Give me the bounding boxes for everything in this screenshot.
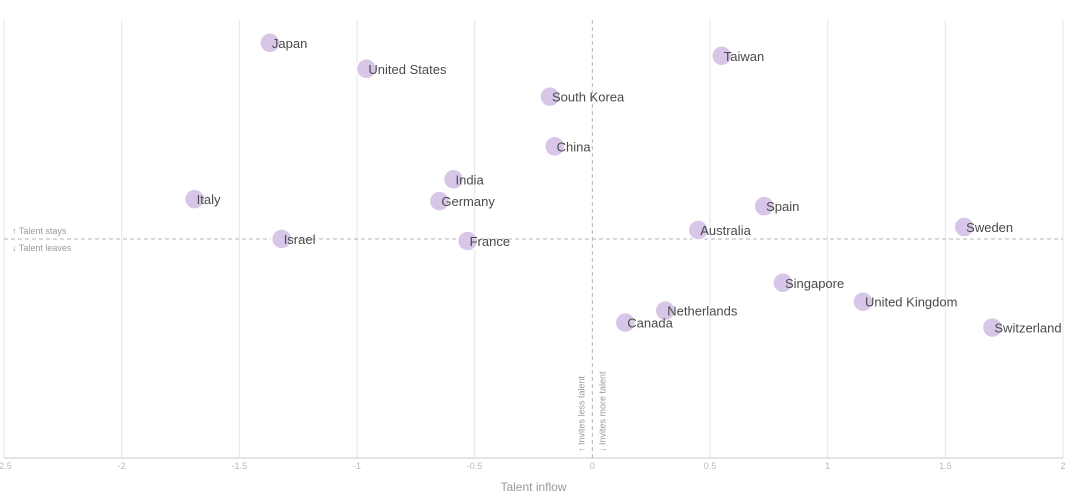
x-tick-label: 2 [1060,461,1065,471]
point-label: Israel [284,232,316,247]
x-tick-label: -0.5 [467,461,483,471]
invites-more-note: ↓ Invites more talent [597,371,607,452]
data-point-group: Singapore [772,272,844,294]
data-point-group: Spain [753,195,799,217]
talent-stays-note: ↑ Talent stays [12,226,67,236]
point-label: Netherlands [667,304,738,319]
x-tick-label: 0 [590,461,595,471]
data-point-group: South Korea [539,85,625,108]
data-point [270,228,293,250]
data-point [442,168,465,191]
data-point-group: Sweden [953,216,1013,238]
data-point [614,311,637,334]
point-label: Australia [700,223,751,238]
data-point [852,290,874,313]
x-tick-label: 1 [825,461,830,471]
point-label: China [557,139,592,154]
x-tick-label: -1 [353,461,361,471]
data-point-group: Netherlands [654,299,738,322]
data-point [753,195,775,217]
point-label: France [470,234,510,249]
talent-leaves-note: ↓ Talent leaves [12,243,72,253]
point-label: United States [368,62,447,77]
point-label: Spain [766,199,799,214]
data-point-group: India [442,168,484,191]
data-point-group: Canada [614,311,674,334]
x-tick-label: 0.5 [704,461,717,471]
data-point-group: Israel [270,228,316,250]
invites-less-note: ↑ Invites less talent [576,375,586,452]
data-point-group: United Kingdom [852,290,958,313]
data-point-group: Italy [183,188,221,210]
data-point [687,219,709,241]
x-tick-label: -2.5 [0,461,12,471]
data-point [259,32,281,54]
data-point [355,58,378,80]
point-label: Switzerland [994,321,1061,336]
point-label: Japan [272,36,307,51]
axis-layer: -2.5 -2 -1.5 -1 -0.5 0 0.5 1 1.5 2 ↑ Talent stays ↓… [0,20,1066,471]
point-label: Germany [441,194,495,209]
x-tick-label: -1.5 [232,461,248,471]
data-point [183,188,206,210]
data-point-group: Germany [428,190,495,212]
point-label: South Korea [552,90,625,105]
grid-layer [3,20,1064,458]
data-point [711,45,733,67]
data-point-group: China [543,135,592,158]
point-label: Canada [627,316,673,331]
data-point [772,272,794,294]
data-point [953,216,975,238]
data-point [543,135,566,158]
point-label: Singapore [785,276,844,291]
data-point-group: Australia [687,219,752,241]
point-label: Italy [197,192,221,207]
data-point [539,85,561,108]
points-layer: Japan United States Taiwan South Korea China… [183,32,1062,339]
x-tick-label: 1.5 [939,461,952,471]
x-tick-label: -2 [118,461,126,471]
data-point [981,316,1004,339]
point-label: Taiwan [724,49,764,64]
data-point-group: United States [355,58,447,80]
point-label: Sweden [966,220,1013,235]
data-point [654,299,677,322]
data-point-group: France [456,230,510,252]
x-axis-title: Talent inflow [500,480,566,494]
point-label: United Kingdom [865,295,958,310]
data-point-group: Switzerland [981,316,1062,339]
point-label: India [455,172,484,187]
data-point-group: Taiwan [711,45,764,67]
data-point-group: Japan [259,32,307,54]
data-point [428,190,451,212]
data-point [456,230,479,252]
